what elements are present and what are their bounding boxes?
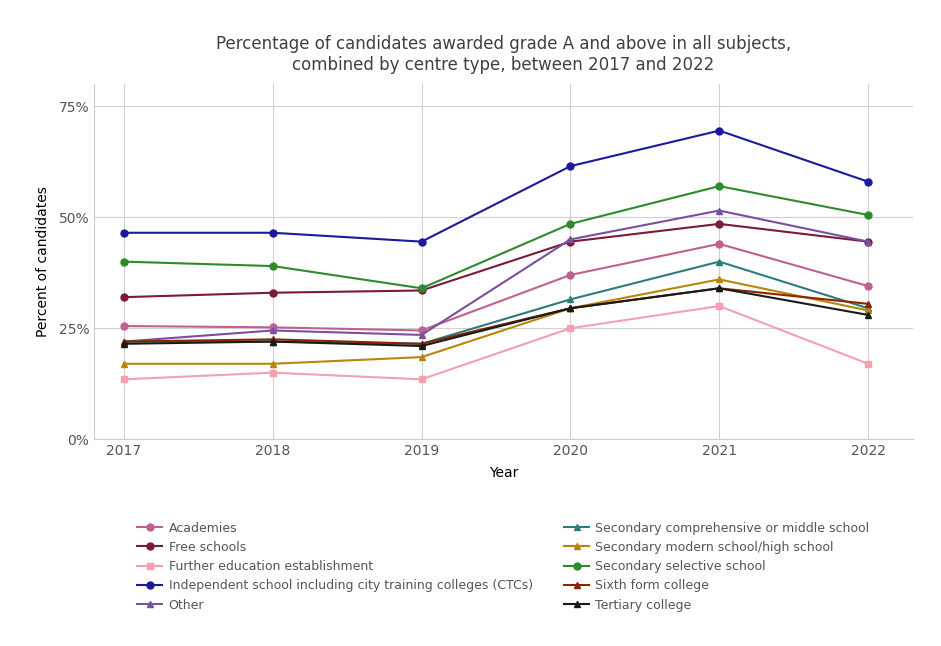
Other — [119, 338, 130, 346]
Sixth form college — [416, 340, 427, 348]
Title: Percentage of candidates awarded grade A and above in all subjects,
combined by : Percentage of candidates awarded grade A… — [215, 36, 791, 74]
Other — [713, 207, 725, 214]
Other — [565, 236, 576, 244]
Secondary modern school/high school — [565, 304, 576, 312]
Secondary modern school/high school — [416, 353, 427, 361]
Further education establishment — [565, 324, 576, 332]
Independent school including city training colleges (CTCs) — [565, 162, 576, 170]
Sixth form college — [267, 335, 279, 343]
Secondary comprehensive or middle school — [119, 338, 130, 346]
Other — [267, 327, 279, 335]
Sixth form college — [565, 304, 576, 312]
Tertiary college — [416, 342, 427, 350]
Secondary comprehensive or middle school — [565, 295, 576, 303]
Sixth form college — [713, 284, 725, 292]
Secondary modern school/high school — [713, 275, 725, 283]
Legend: Academies, Free schools, Further education establishment, Independent school inc: Academies, Free schools, Further educati… — [133, 517, 874, 616]
Tertiary college — [713, 284, 725, 292]
Secondary selective school — [713, 182, 725, 190]
Secondary selective school — [267, 262, 279, 270]
Independent school including city training colleges (CTCs) — [416, 238, 427, 245]
Further education establishment — [416, 375, 427, 383]
Academies — [713, 240, 725, 247]
Secondary modern school/high school — [267, 360, 279, 368]
Academies — [119, 322, 130, 330]
Secondary comprehensive or middle school — [713, 258, 725, 266]
Other — [863, 238, 874, 245]
Academies — [416, 327, 427, 335]
Line: Tertiary college: Tertiary college — [120, 285, 871, 349]
Other — [416, 331, 427, 339]
Independent school including city training colleges (CTCs) — [119, 229, 130, 236]
Line: Free schools: Free schools — [120, 220, 871, 300]
Further education establishment — [119, 375, 130, 383]
Independent school including city training colleges (CTCs) — [863, 178, 874, 185]
Line: Secondary selective school: Secondary selective school — [120, 183, 871, 292]
Secondary selective school — [863, 211, 874, 219]
Line: Secondary modern school/high school: Secondary modern school/high school — [120, 276, 871, 367]
Academies — [267, 324, 279, 331]
Y-axis label: Percent of candidates: Percent of candidates — [37, 186, 50, 337]
Tertiary college — [565, 304, 576, 312]
X-axis label: Year: Year — [488, 466, 518, 481]
Secondary selective school — [416, 284, 427, 292]
Further education establishment — [713, 302, 725, 310]
Line: Other: Other — [120, 207, 871, 345]
Further education establishment — [267, 369, 279, 377]
Line: Academies: Academies — [120, 240, 871, 334]
Free schools — [713, 220, 725, 228]
Secondary comprehensive or middle school — [416, 340, 427, 348]
Independent school including city training colleges (CTCs) — [267, 229, 279, 236]
Free schools — [416, 287, 427, 295]
Secondary modern school/high school — [863, 307, 874, 315]
Free schools — [863, 238, 874, 245]
Sixth form college — [863, 300, 874, 307]
Secondary comprehensive or middle school — [267, 338, 279, 346]
Tertiary college — [863, 311, 874, 318]
Line: Further education establishment: Further education establishment — [120, 302, 871, 383]
Free schools — [119, 293, 130, 301]
Secondary selective school — [119, 258, 130, 266]
Independent school including city training colleges (CTCs) — [713, 127, 725, 134]
Sixth form college — [119, 338, 130, 346]
Academies — [863, 282, 874, 290]
Tertiary college — [267, 338, 279, 346]
Line: Independent school including city training colleges (CTCs): Independent school including city traini… — [120, 127, 871, 245]
Free schools — [267, 289, 279, 297]
Free schools — [565, 238, 576, 245]
Further education establishment — [863, 360, 874, 368]
Secondary selective school — [565, 220, 576, 228]
Line: Sixth form college: Sixth form college — [120, 285, 871, 348]
Tertiary college — [119, 340, 130, 348]
Secondary comprehensive or middle school — [863, 304, 874, 312]
Academies — [565, 271, 576, 279]
Line: Secondary comprehensive or middle school: Secondary comprehensive or middle school — [120, 258, 871, 348]
Secondary modern school/high school — [119, 360, 130, 368]
